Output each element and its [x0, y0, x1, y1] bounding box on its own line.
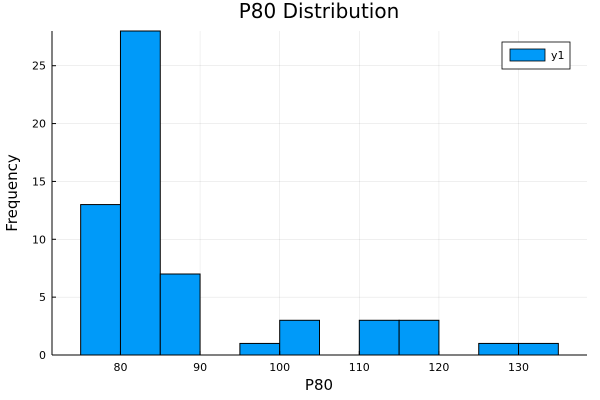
histogram-bar-110-115 [358, 319, 400, 356]
legend: y1 [501, 41, 571, 70]
histogram-bar-80-85 [119, 30, 161, 356]
histogram-bar-125-130 [478, 342, 520, 356]
axis-frame [51, 31, 587, 356]
y-axis-ticks: 0 5 10 15 20 25 [32, 60, 56, 362]
y-tick-label-0: 0 [39, 349, 46, 362]
x-axis-ticks: 80 90 100 110 120 130 [113, 351, 529, 374]
y-tick-label-10: 10 [32, 233, 46, 246]
x-tick-label-130: 130 [508, 361, 529, 374]
x-tick-label-100: 100 [269, 361, 290, 374]
x-tick-label-90: 90 [193, 361, 207, 374]
legend-swatch-y1 [509, 48, 546, 62]
y-tick-label-25: 25 [32, 60, 46, 73]
y-tick-label-15: 15 [32, 175, 46, 188]
legend-label-y1: y1 [551, 49, 565, 62]
x-tick-label-120: 120 [428, 361, 449, 374]
x-tick-label-80: 80 [113, 361, 127, 374]
y-axis-label: Frequency [3, 154, 21, 232]
x-tick-label-110: 110 [349, 361, 370, 374]
histogram-bar-100-105 [279, 319, 320, 356]
histogram-bar-75-80 [80, 204, 121, 356]
histogram-bar-85-90 [159, 273, 201, 356]
x-axis-label: P80 [305, 376, 333, 394]
histogram-bar-115-120 [398, 319, 440, 356]
histogram-bar-95-100 [239, 342, 281, 356]
histogram-bar-130-135 [518, 342, 559, 356]
bar-layer [80, 30, 559, 356]
y-tick-label-20: 20 [32, 118, 46, 131]
y-tick-label-5: 5 [39, 291, 46, 304]
chart-title: P80 Distribution [239, 0, 400, 23]
